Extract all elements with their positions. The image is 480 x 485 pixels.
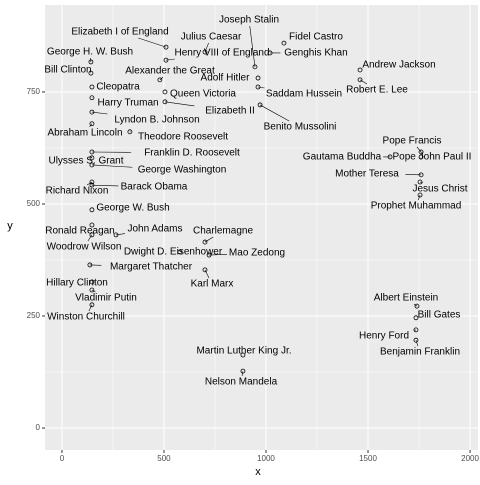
- point-label: Prophet Muhammad: [371, 201, 462, 212]
- y-axis-title: y: [7, 220, 13, 232]
- point-label: Lyndon B. Johnson: [114, 115, 199, 126]
- x-tick-label: 500: [157, 454, 171, 463]
- point-label: Andrew Jackson: [362, 60, 435, 71]
- point-label: Saddam Hussein: [266, 89, 342, 100]
- point-label: Adolf Hitler: [201, 73, 251, 84]
- point-label: John Adams: [127, 224, 182, 235]
- point-label: Queen Victoria: [170, 89, 236, 100]
- x-axis-title: x: [255, 466, 261, 478]
- point-label: George W. Bush: [96, 203, 169, 214]
- x-tick-label: 0: [60, 454, 65, 463]
- point-label: Henry Ford: [359, 331, 409, 342]
- point-label: Henry VIII of England: [174, 48, 269, 59]
- point-label: Hillary Clinton: [46, 278, 108, 289]
- point-label: Elizabeth I of England: [71, 27, 168, 38]
- point-label: Abraham Lincoln: [47, 128, 122, 139]
- point-label: Vladimir Putin: [75, 293, 137, 304]
- y-tick-label: 500: [27, 199, 41, 208]
- point-label: Elizabeth II: [205, 106, 254, 117]
- point-label: Martin Luther King Jr.: [196, 346, 291, 357]
- point-label: Dwight D. Eisenhower: [124, 247, 223, 258]
- point-label: Jesus Christ: [412, 184, 467, 195]
- point-label: Theodore Roosevelt: [138, 132, 228, 143]
- point-label: Nelson Mandela: [205, 377, 278, 388]
- point-label: Karl Marx: [191, 279, 234, 290]
- y-tick-label: 250: [27, 311, 41, 320]
- x-tick-label: 2000: [461, 454, 479, 463]
- point-label: Ronald Reagan: [45, 226, 115, 237]
- point-label: Pope Francis: [383, 136, 442, 147]
- y-tick-label: 750: [27, 87, 41, 96]
- point-label: Mao Zedong: [229, 248, 285, 259]
- x-tick-label: 1000: [257, 454, 275, 463]
- x-tick-label: 1500: [359, 454, 377, 463]
- y-tick-label: 0: [36, 423, 41, 432]
- point-label: Winston Churchill: [47, 312, 125, 323]
- point-label: Pope John Paul II: [393, 152, 472, 163]
- point-label: George H. W. Bush: [47, 47, 133, 58]
- point-label: Bill Clinton: [44, 65, 91, 76]
- point-label: Gautama Buddha: [303, 152, 382, 163]
- point-label: Benito Mussolini: [264, 122, 337, 133]
- point-label: Albert Einstein: [374, 293, 438, 304]
- point-label: Fidel Castro: [289, 32, 343, 43]
- point-label: Mother Teresa: [335, 169, 399, 180]
- point-label: Genghis Khan: [284, 48, 347, 59]
- point-label: Woodrow Wilson: [47, 242, 122, 253]
- point-label: Charlemagne: [193, 226, 253, 237]
- point-label: Bill Gates: [418, 310, 461, 321]
- point-label: Robert E. Lee: [346, 85, 408, 96]
- point-label: Benjamin Franklin: [380, 347, 460, 358]
- point-label: George Washington: [138, 165, 227, 176]
- point-label: Franklin D. Roosevelt: [144, 148, 240, 159]
- point-label: Richard Nixon: [46, 186, 109, 197]
- point-label: Cleopatra: [96, 82, 140, 93]
- point-label: Margaret Thatcher: [110, 262, 193, 273]
- point-label: Ulysses S. Grant: [48, 156, 123, 167]
- point-label: Julius Caesar: [181, 32, 242, 43]
- point-label: Harry Truman: [97, 98, 158, 109]
- point-label: Joseph Stalin: [219, 15, 279, 26]
- point-label: Barack Obama: [121, 182, 188, 193]
